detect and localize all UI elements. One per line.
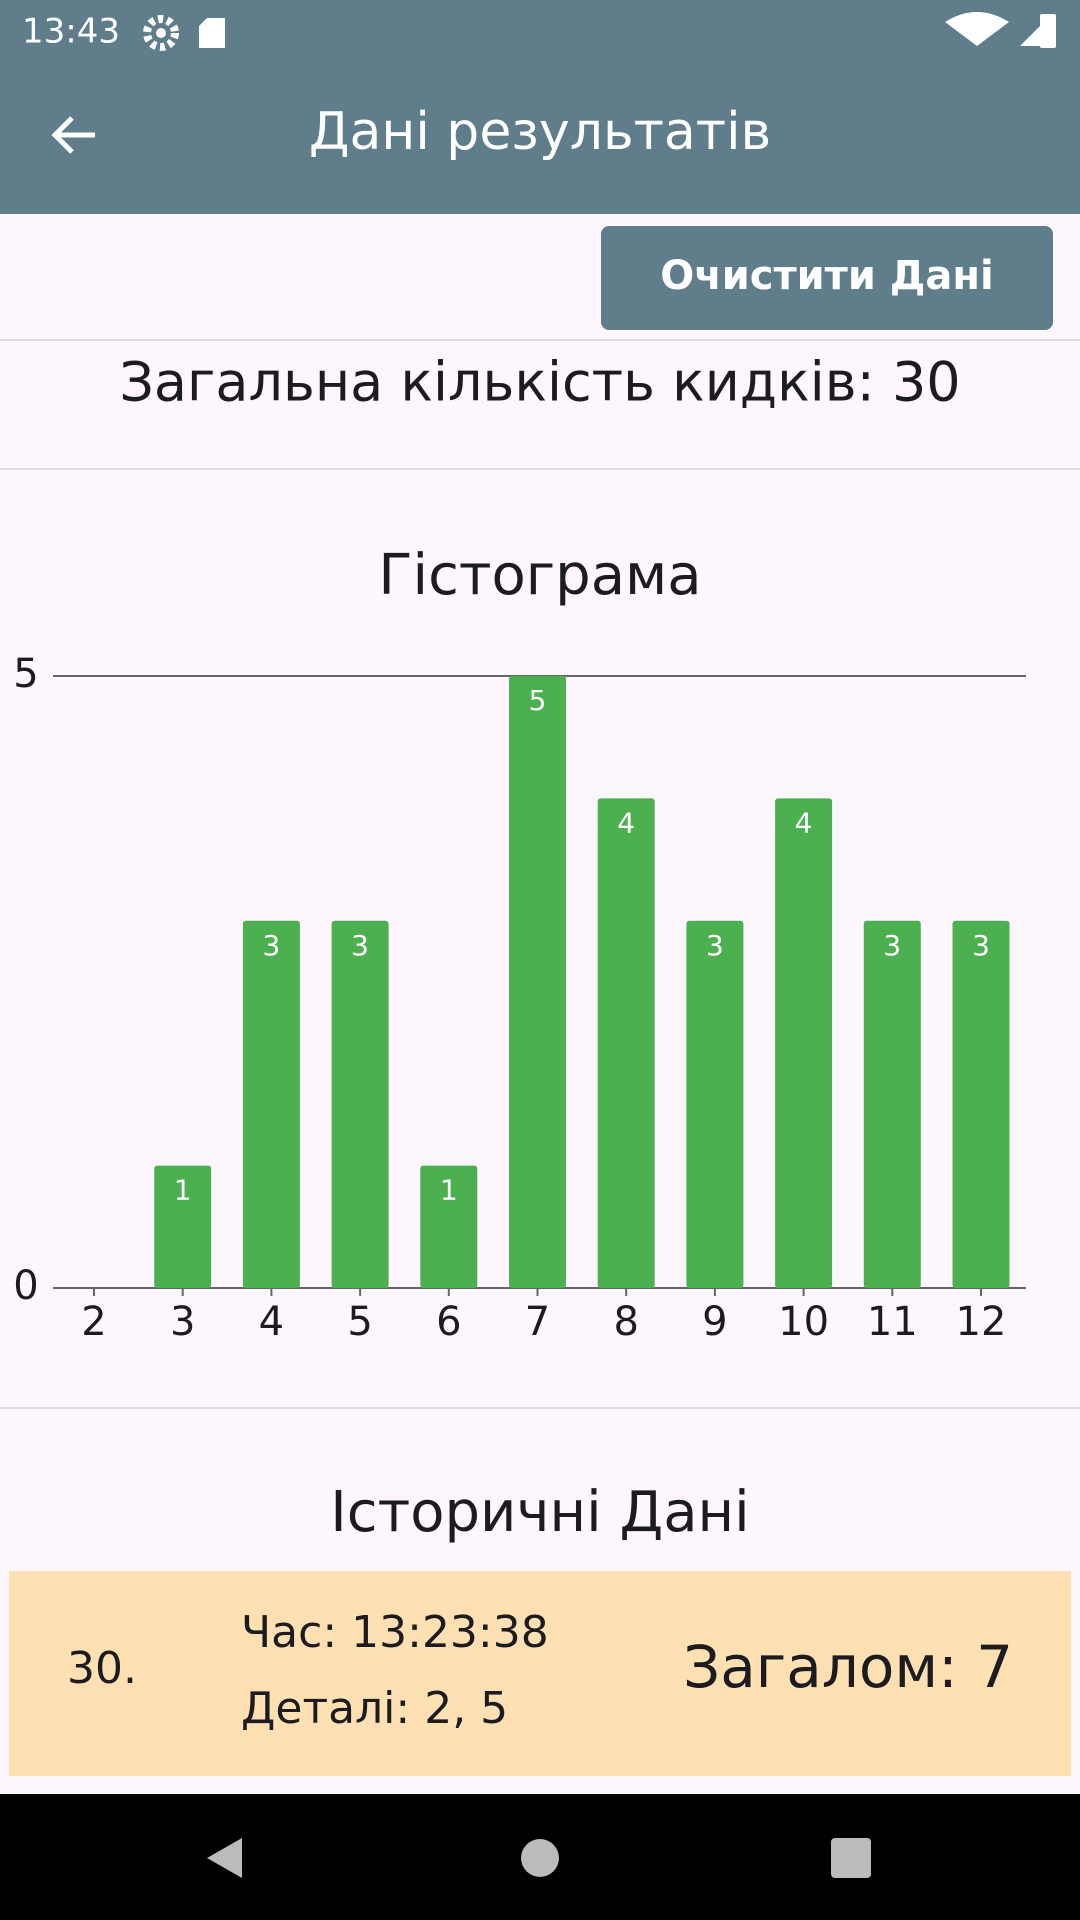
history-index: 30. [67, 1643, 137, 1694]
y-tick-label: 0 [13, 1263, 38, 1309]
bar [952, 920, 1010, 1288]
data-label: 3 [706, 929, 724, 962]
status-icons [143, 12, 1056, 51]
history-time: Час: 13:23:38 [241, 1607, 549, 1658]
x-tick-label: 8 [613, 1299, 638, 1345]
status-time: 13:43 [22, 12, 120, 52]
history-item[interactable]: 30. Час: 13:23:38 Деталі: 2, 5 Загалом: … [9, 1571, 1071, 1776]
x-tick-label: 6 [436, 1299, 461, 1345]
x-tick-label: 10 [778, 1299, 829, 1345]
x-tick-label: 12 [956, 1299, 1007, 1345]
x-tick-label: 3 [170, 1299, 195, 1345]
x-tick-label: 9 [702, 1299, 727, 1345]
bar [597, 798, 655, 1288]
data-label: 4 [617, 806, 635, 839]
x-tick-label: 7 [525, 1299, 550, 1345]
nav-home[interactable] [521, 1839, 559, 1877]
back-button[interactable] [51, 116, 95, 154]
data-label: 1 [174, 1174, 192, 1207]
y-tick-label: 5 [13, 651, 38, 697]
bar [331, 920, 389, 1288]
bar [154, 1165, 212, 1288]
data-label: 3 [262, 929, 280, 962]
data-label: 5 [529, 684, 547, 717]
history-title: Історичні Дані [330, 1480, 749, 1545]
x-tick-label: 2 [81, 1299, 106, 1345]
bar [242, 920, 300, 1288]
button-bg [601, 226, 1053, 330]
x-tick-label: 4 [259, 1299, 284, 1345]
bar [420, 1165, 478, 1288]
total-throws: Загальна кількість кидків: 30 [119, 351, 960, 414]
bar [686, 920, 744, 1288]
chart-title: Гістограма [378, 543, 701, 608]
bar [775, 798, 833, 1288]
history-card [9, 1571, 1071, 1776]
data-label: 1 [440, 1174, 458, 1207]
bar [863, 920, 921, 1288]
nav-recents[interactable] [831, 1838, 871, 1878]
nav-back[interactable] [207, 1838, 242, 1878]
x-tick-label: 5 [347, 1299, 372, 1345]
app-title: Дані результатів [309, 102, 771, 162]
history-details: Деталі: 2, 5 [241, 1683, 508, 1734]
button-label[interactable]: Очистити Дані [660, 253, 994, 299]
history-total: Загалом: 7 [683, 1633, 1013, 1701]
data-label: 3 [883, 929, 901, 962]
x-tick-label: 11 [867, 1299, 918, 1345]
histogram: 0 5 2 3 1 4 3 5 3 6 1 7 5 8 4 9 3 10 4 11 3 12 3 [13, 651, 1026, 1345]
data-label: 3 [351, 929, 369, 962]
data-label: 4 [795, 806, 813, 839]
bar [509, 676, 566, 1288]
app-bar [0, 0, 1080, 214]
clear-button[interactable]: Очистити Дані [601, 226, 1053, 330]
data-label: 3 [972, 929, 990, 962]
